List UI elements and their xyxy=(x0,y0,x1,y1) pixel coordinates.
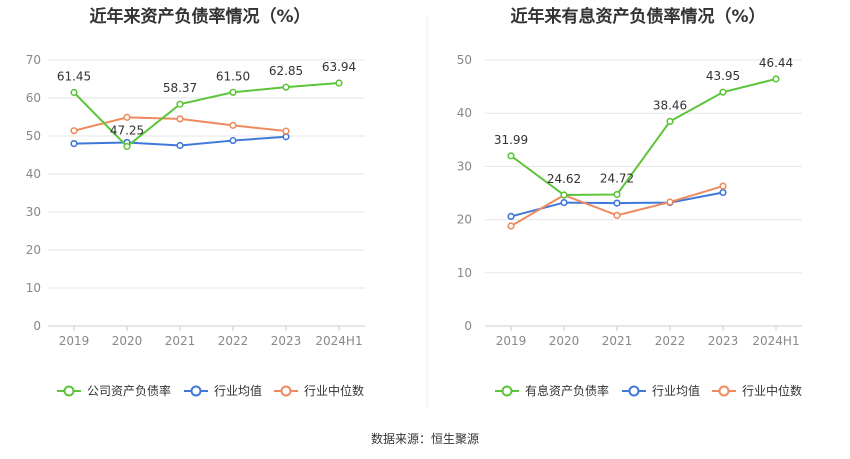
source-note: 数据来源：恒生聚源 xyxy=(371,431,479,446)
y-tick-label: 0 xyxy=(33,319,41,333)
data-point xyxy=(229,88,237,96)
legend-item[interactable]: 行业均值 xyxy=(622,383,700,398)
data-point xyxy=(335,79,343,87)
data-point xyxy=(666,198,674,206)
legend-label: 行业中位数 xyxy=(304,383,364,398)
x-tick-label: 2023 xyxy=(708,334,739,348)
data-point xyxy=(719,188,727,197)
y-tick-label: 20 xyxy=(457,213,472,227)
interest-debt-ratio-chart: 近年来有息资产负债率情况（%） 0 10 20 30 40 50 2019 2020 2021 20… xyxy=(457,6,802,398)
chart-title: 近年来有息资产负债率情况（%） xyxy=(510,6,765,27)
data-point xyxy=(507,212,515,221)
y-tick-label: 10 xyxy=(457,266,472,280)
data-point xyxy=(123,142,131,151)
y-tick-label: 40 xyxy=(26,167,41,181)
data-point xyxy=(772,75,780,83)
series-line xyxy=(73,82,340,148)
data-point xyxy=(560,198,568,207)
data-point xyxy=(613,199,621,207)
data-point xyxy=(229,121,237,129)
legend-marker-icon xyxy=(63,385,75,397)
data-point xyxy=(176,141,184,150)
legend-label: 行业中位数 xyxy=(742,383,802,398)
data-point xyxy=(282,127,290,135)
y-tick-label: 10 xyxy=(26,281,41,295)
legend-marker-icon xyxy=(280,385,292,397)
legend-marker-icon xyxy=(501,385,513,397)
x-tick-label: 2019 xyxy=(496,334,527,348)
data-point xyxy=(719,88,727,96)
data-point xyxy=(719,182,727,190)
x-tick-label: 2020 xyxy=(112,334,143,348)
data-point xyxy=(70,88,78,97)
data-point xyxy=(229,136,237,145)
legend-label: 公司资产负债率 xyxy=(87,383,171,398)
data-label: 47.25 xyxy=(110,123,144,137)
legend-item[interactable]: 行业中位数 xyxy=(712,383,802,398)
x-tick-label: 2020 xyxy=(549,334,580,348)
data-point xyxy=(507,222,515,230)
y-tick-label: 50 xyxy=(457,53,472,67)
data-label: 61.45 xyxy=(57,69,91,83)
data-label: 61.50 xyxy=(216,69,250,83)
data-point xyxy=(282,133,290,141)
data-point xyxy=(70,127,78,135)
y-tick-label: 70 xyxy=(26,53,41,67)
data-label: 31.99 xyxy=(494,133,528,147)
data-label: 24.62 xyxy=(547,172,581,186)
series-line xyxy=(510,77,777,197)
legend-item[interactable]: 公司资产负债率 xyxy=(57,383,171,398)
x-tick-label: 2023 xyxy=(271,334,302,348)
data-label: 63.94 xyxy=(322,60,356,74)
data-label: 46.44 xyxy=(759,56,793,70)
data-point xyxy=(560,191,568,199)
x-tick-label: 2021 xyxy=(165,334,196,348)
data-point xyxy=(613,190,621,199)
data-point xyxy=(123,113,131,121)
x-tick-label: 2024H1 xyxy=(752,334,799,348)
legend-item[interactable]: 行业均值 xyxy=(184,383,262,398)
data-point xyxy=(282,83,290,91)
data-point xyxy=(507,152,515,160)
data-point xyxy=(176,100,184,108)
x-tick-label: 2019 xyxy=(59,334,90,348)
legend-marker-icon xyxy=(628,385,640,397)
x-tick-label: 2022 xyxy=(655,334,686,348)
data-label: 58.37 xyxy=(163,81,197,95)
x-tick-label: 2024H1 xyxy=(315,334,362,348)
y-tick-label: 20 xyxy=(26,243,41,257)
y-tick-label: 40 xyxy=(457,106,472,120)
legend-label: 有息资产负债率 xyxy=(525,383,609,398)
x-tick-label: 2022 xyxy=(218,334,249,348)
legend-label: 行业均值 xyxy=(652,383,700,398)
data-point xyxy=(666,117,674,125)
legend-item[interactable]: 有息资产负债率 xyxy=(495,383,609,398)
data-point xyxy=(176,115,184,123)
data-point xyxy=(70,140,78,148)
chart-title: 近年来资产负债率情况（%） xyxy=(89,6,310,27)
data-label: 43.95 xyxy=(706,69,740,83)
y-tick-label: 30 xyxy=(457,159,472,173)
y-tick-label: 60 xyxy=(26,91,41,105)
legend-label: 行业均值 xyxy=(214,383,262,398)
data-label: 38.46 xyxy=(653,98,687,112)
legend-marker-icon xyxy=(718,385,730,397)
y-tick-label: 30 xyxy=(26,205,41,219)
legend-item[interactable]: 行业中位数 xyxy=(274,383,364,398)
legend-marker-icon xyxy=(190,385,202,397)
data-point xyxy=(613,211,621,219)
x-tick-label: 2021 xyxy=(602,334,633,348)
data-label: 62.85 xyxy=(269,64,303,78)
debt-ratio-chart: 近年来资产负债率情况（%） 0 10 20 30 40 50 60 70 2019 2020 2021… xyxy=(26,6,365,398)
data-label: 24.72 xyxy=(600,171,634,185)
y-tick-label: 0 xyxy=(464,319,472,333)
y-tick-label: 50 xyxy=(26,129,41,143)
